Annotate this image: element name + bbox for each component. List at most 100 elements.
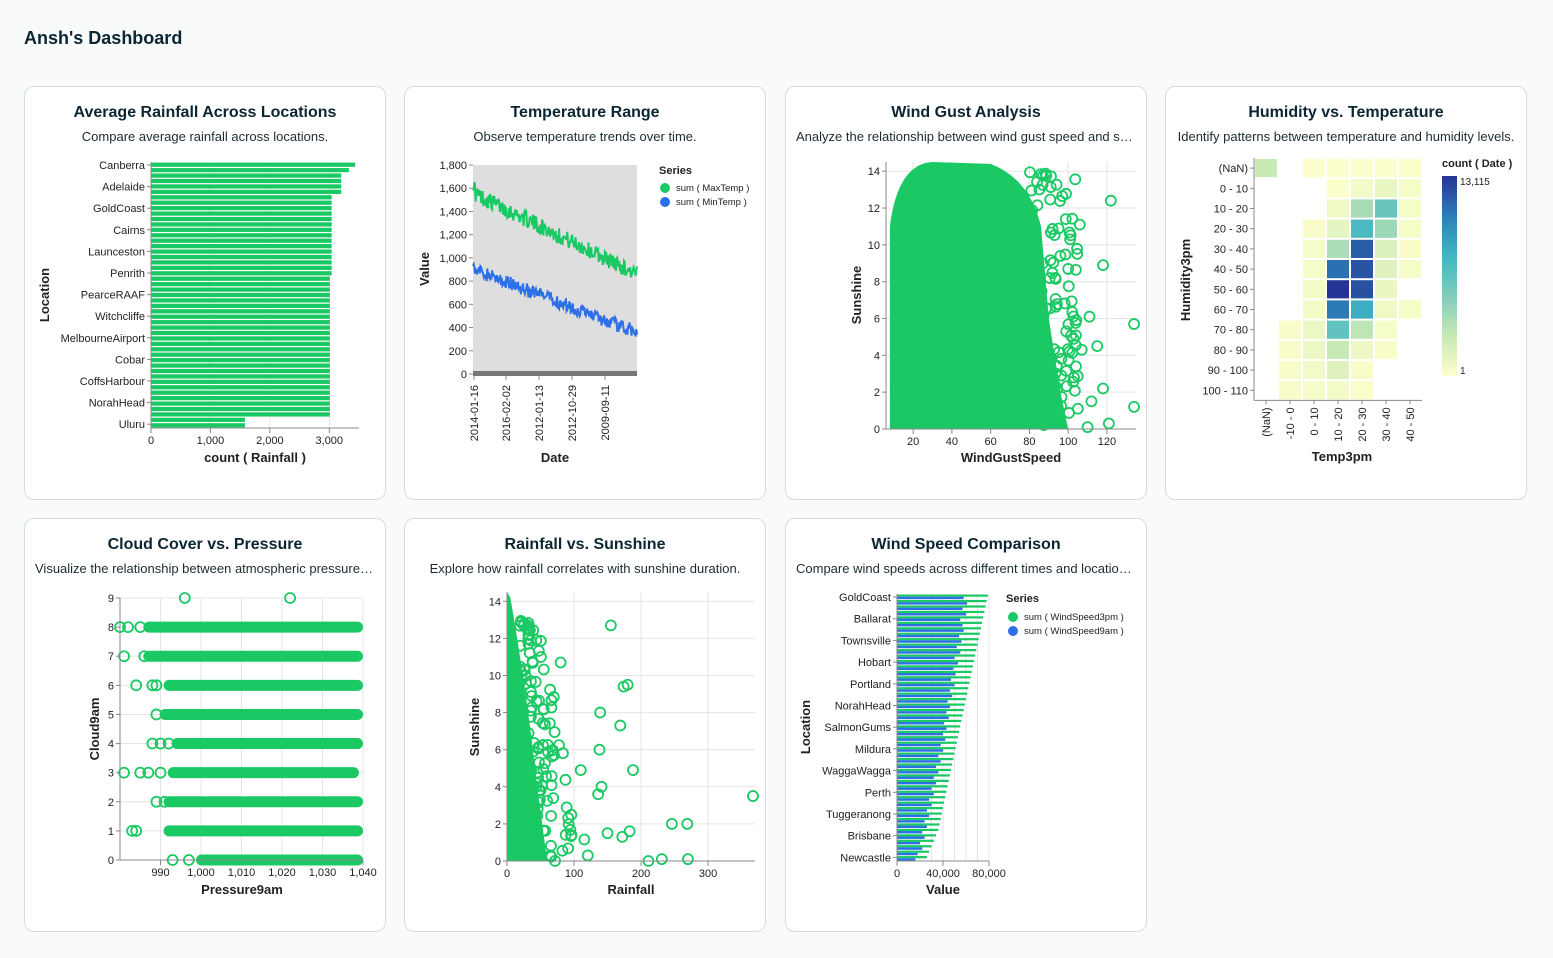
scatter-point <box>1128 318 1140 330</box>
y-axis-title: Sunshine <box>467 698 482 757</box>
heatmap-cell <box>1375 260 1397 279</box>
x-tick-label: 0 - 10 <box>1309 407 1321 435</box>
y-tick-label: 100 - 110 <box>1202 385 1248 397</box>
legend-symbol <box>1008 612 1018 622</box>
x-tick-label: 2012-10-29 <box>567 385 579 441</box>
heatmap-cell <box>1351 219 1373 238</box>
card-title: Average Rainfall Across Locations <box>73 104 337 121</box>
card-wind-gust-analysis[interactable]: Wind Gust Analysis Analyze the relations… <box>785 86 1147 500</box>
rainfall-bar-chart[interactable]: 0 1,000 2,000 3,000 Canberra Adelaide GoldCoas… <box>25 87 386 500</box>
y-tick-label: 14 <box>489 596 501 608</box>
y-tick-label: 0 <box>874 424 880 436</box>
scatter-point <box>559 828 572 841</box>
windspeed3pm-bar <box>897 659 975 663</box>
rainfall-bar <box>151 206 332 211</box>
rainfall-bar <box>151 200 332 205</box>
x-axis-title: Rainfall <box>608 882 655 897</box>
rainfall-bar <box>151 352 330 357</box>
windspeed9am-bar <box>897 727 947 730</box>
windspeed3pm-bar <box>897 812 942 815</box>
x-tick-label: 0 <box>504 868 510 880</box>
x-axis-title: WindGustSpeed <box>961 450 1061 465</box>
scatter-point <box>1069 384 1081 397</box>
heatmap-cell <box>1303 361 1325 380</box>
wind-speed-bar-chart[interactable]: 0 40,000 80,000 GoldCoast Ballarat Townsville… <box>786 519 1147 932</box>
windspeed3pm-bar <box>897 725 961 728</box>
scatter-point <box>1055 399 1068 412</box>
scatter-point <box>747 790 759 802</box>
scatter-point <box>150 679 163 692</box>
scatter-band <box>171 738 363 750</box>
scatter-point <box>516 705 529 718</box>
card-humidity-vs-temperature[interactable]: Humidity vs. Temperature Identify patter… <box>1165 86 1527 500</box>
scatter-point <box>1062 280 1075 293</box>
heatmap-cell <box>1351 320 1373 339</box>
y-tick-label: 70 - 80 <box>1214 325 1248 337</box>
y-tick-label: 0 <box>108 855 114 867</box>
y-tick-label: (NaN) <box>1219 163 1248 175</box>
heatmap-cell <box>1327 300 1349 319</box>
x-tick-label: 1,000 <box>197 435 225 447</box>
card-wind-speed-comparison[interactable]: Wind Speed Comparison Compare wind speed… <box>785 518 1147 932</box>
heatmap-cell <box>1303 381 1325 400</box>
rainfall-bar <box>151 211 332 216</box>
legend-colorbar <box>1442 176 1457 376</box>
rainfall-bar <box>151 401 330 406</box>
windspeed3pm-bar <box>897 687 969 690</box>
windspeed9am-bar <box>897 634 960 638</box>
heatmap-cell <box>1279 340 1301 359</box>
scatter-point <box>539 757 551 770</box>
cloud-pressure-scatter-chart[interactable]: 990 1,000 1,010 1,020 1,030 1,040 0 1 2 3 4 5 6 7 8 9 Pr… <box>25 519 386 932</box>
card-cloud-cover-vs-pressure[interactable]: Cloud Cover vs. Pressure Visualize the r… <box>24 518 386 932</box>
scatter-point <box>682 853 694 866</box>
scatter-point <box>537 663 550 676</box>
y-tick-label: 6 <box>874 314 880 326</box>
scatter-point <box>518 724 531 736</box>
card-title: Wind Speed Comparison <box>871 536 1061 553</box>
heatmap-cell <box>1351 340 1373 359</box>
scatter-point <box>1050 359 1063 372</box>
rainfall-bar <box>151 260 332 265</box>
windspeed3pm-bar <box>897 610 985 614</box>
windspeed9am-bar <box>897 629 964 632</box>
scatter-point <box>1064 233 1077 246</box>
humidity-heatmap-chart[interactable]: (NaN) 0 - 10 10 - 20 20 - 30 30 - 40 40 - 50 5… <box>1166 87 1527 500</box>
card-temperature-range[interactable]: Temperature Range Observe temperature tr… <box>404 86 766 500</box>
scatter-point <box>1049 367 1062 380</box>
windspeed3pm-bar <box>897 741 957 744</box>
scatter-point <box>154 766 167 779</box>
scatter-point <box>1036 257 1049 270</box>
heatmap-cell <box>1279 381 1301 400</box>
card-average-rainfall[interactable]: Average Rainfall Across Locations Compar… <box>24 86 386 500</box>
scatter-point <box>134 621 147 634</box>
windspeed9am-bar <box>897 787 932 790</box>
scatter-point <box>1059 248 1072 261</box>
scatter-point <box>1037 419 1050 432</box>
wind-gust-scatter-chart[interactable]: 20 40 60 80 100 120 0 2 4 6 8 10 12 14 WindGustSpeed Su… <box>786 87 1147 500</box>
scatter-point <box>1066 212 1079 225</box>
legend-max-label: 13,115 <box>1460 177 1490 188</box>
scatter-point <box>1062 354 1075 367</box>
rainfall-bar <box>151 189 342 194</box>
card-rainfall-vs-sunshine[interactable]: Rainfall vs. Sunshine Explore how rainfa… <box>404 518 766 932</box>
scatter-point <box>1062 263 1075 275</box>
heatmap-cell <box>1327 239 1349 258</box>
scatter-point <box>616 830 629 843</box>
y-tick-label: Penrith <box>110 268 145 280</box>
y-tick-label: 1,400 <box>439 206 467 218</box>
windspeed9am-bar <box>897 596 964 600</box>
rainfall-bar <box>151 227 332 232</box>
y-tick-label: 2 <box>495 819 501 831</box>
windspeed9am-bar <box>897 776 934 779</box>
windspeed9am-bar <box>897 602 968 605</box>
rainfall-sunshine-scatter-chart[interactable]: 0 100 200 300 0 2 4 6 8 10 12 14 Rainfall Sunshine <box>405 519 766 932</box>
temperature-line-chart[interactable]: 0 200 400 600 800 1,000 1,200 1,400 1,600 1,800 20… <box>405 87 766 500</box>
y-tick-label: 4 <box>874 350 880 362</box>
windspeed9am-bar <box>897 754 939 758</box>
x-tick-label: 60 <box>985 436 997 448</box>
windspeed3pm-bar <box>897 779 949 782</box>
heatmap-cell <box>1351 179 1373 198</box>
scatter-point <box>1027 362 1040 375</box>
x-tick-label: 1,000 <box>187 867 215 879</box>
rainfall-bar <box>151 271 332 276</box>
